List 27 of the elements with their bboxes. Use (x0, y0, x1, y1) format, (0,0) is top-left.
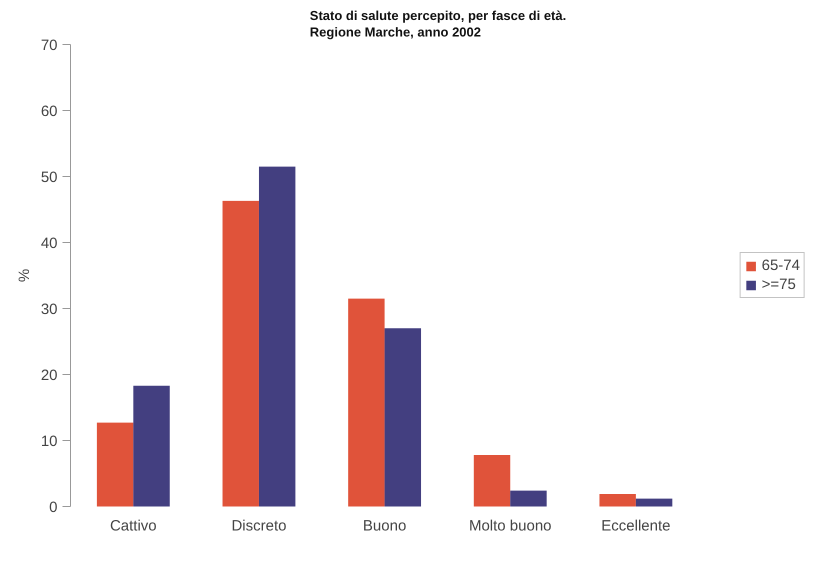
y-tick-label: 50 (40, 169, 58, 186)
bar (474, 455, 510, 506)
bar (222, 200, 259, 506)
bar (348, 298, 385, 506)
chart-title: Stato di salute percepito, per fasce di età. Regione Marche, anno 2002 (310, 8, 566, 40)
x-tick-label: Eccellente (601, 518, 670, 534)
y-tick-label: 30 (40, 301, 58, 318)
bar (636, 498, 672, 506)
x-tick-label: Buono (362, 518, 406, 534)
legend-label: 65-74 (762, 257, 800, 274)
bar (258, 166, 296, 506)
bar (599, 494, 636, 506)
y-tick-label: 0 (49, 499, 58, 516)
x-tick-label: Cattivo (110, 518, 157, 534)
y-tick-label: 10 (40, 433, 58, 450)
bar (384, 328, 422, 506)
x-tick-label: Discreto (231, 518, 286, 534)
bar (133, 386, 170, 506)
y-tick-label: 60 (40, 103, 58, 120)
y-tick-label: 40 (40, 235, 58, 252)
y-axis-title: % (16, 268, 33, 282)
legend-label: >=75 (762, 276, 796, 293)
bar (96, 422, 134, 506)
x-tick-label: Molto buono (468, 518, 552, 534)
y-tick-label: 20 (40, 367, 58, 384)
y-tick-label: 70 (40, 37, 58, 54)
bar (510, 490, 547, 506)
